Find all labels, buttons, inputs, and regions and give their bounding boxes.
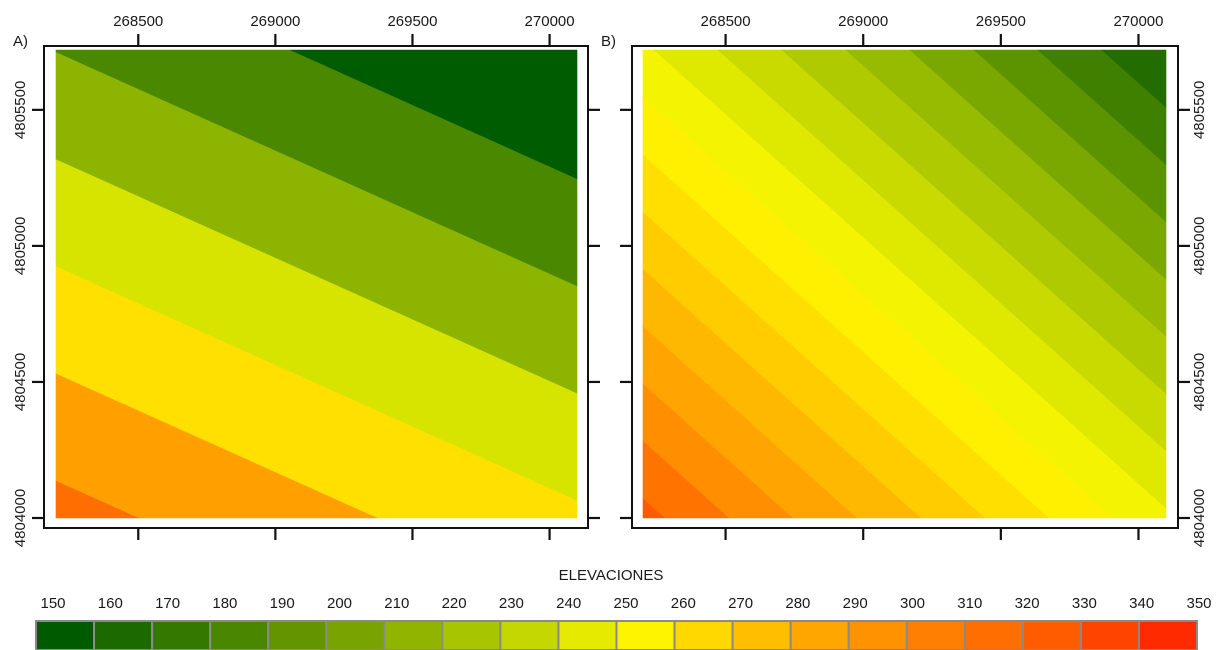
legend-tick-label: 250 — [613, 595, 638, 612]
y-tick-label: 4805500 — [12, 81, 29, 139]
contour-band — [290, 49, 578, 180]
legend-tick-label: 240 — [556, 595, 581, 612]
x-tick-label: 270000 — [1113, 13, 1163, 30]
legend-swatch — [383, 620, 444, 650]
y-tick-label: 4804000 — [1191, 489, 1208, 547]
x-tick-label: 269000 — [838, 13, 888, 30]
legend-swatch — [963, 620, 1024, 650]
panel-label: B) — [601, 33, 616, 50]
legend-swatch — [673, 620, 734, 650]
legend-tick-label: 260 — [671, 595, 696, 612]
legend-tick-label: 350 — [1186, 595, 1211, 612]
legend-tick-label: 340 — [1129, 595, 1154, 612]
panel-frame — [43, 45, 589, 529]
legend-swatch — [557, 620, 618, 650]
legend-swatch — [499, 620, 560, 650]
legend-tick-label: 220 — [442, 595, 467, 612]
legend-tick-label: 200 — [327, 595, 352, 612]
legend-tick-label: 300 — [900, 595, 925, 612]
legend-tick-label: 320 — [1015, 595, 1040, 612]
y-tick-label: 4805000 — [1191, 217, 1208, 275]
legend-swatch — [847, 620, 908, 650]
legend-swatch — [1137, 620, 1198, 650]
legend-swatch — [731, 620, 792, 650]
panel-frame — [631, 45, 1179, 529]
x-tick-label: 269000 — [250, 13, 300, 30]
y-tick-label: 4805500 — [1191, 81, 1208, 139]
legend-tick-label: 180 — [212, 595, 237, 612]
panel-label: A) — [13, 33, 28, 50]
legend-swatch — [151, 620, 212, 650]
x-tick-label: 268500 — [113, 13, 163, 30]
legend-tick-label: 190 — [270, 595, 295, 612]
legend-tick-label: 170 — [155, 595, 180, 612]
legend-tick-label: 160 — [98, 595, 123, 612]
legend-tick-label: 330 — [1072, 595, 1097, 612]
legend-swatch — [209, 620, 270, 650]
contour-band — [1101, 49, 1167, 108]
contour-band — [55, 49, 578, 287]
legend-tick-label: 290 — [843, 595, 868, 612]
legend-tick-label: 280 — [785, 595, 810, 612]
legend-swatch — [325, 620, 386, 650]
legend-tick-label: 210 — [384, 595, 409, 612]
legend-title: ELEVACIONES — [559, 567, 664, 584]
x-tick-label: 268500 — [701, 13, 751, 30]
y-tick-label: 4804500 — [12, 353, 29, 411]
legend-tick-label: 310 — [957, 595, 982, 612]
x-tick-label: 269500 — [976, 13, 1026, 30]
y-tick-label: 4804000 — [12, 489, 29, 547]
legend-swatch — [905, 620, 966, 650]
y-tick-label: 4805000 — [12, 217, 29, 275]
x-tick-label: 270000 — [525, 13, 575, 30]
legend-tick-label: 270 — [728, 595, 753, 612]
x-tick-label: 269500 — [387, 13, 437, 30]
y-tick-label: 4804500 — [1191, 353, 1208, 411]
elevation-legend: ELEVACIONES 150 160 170 180 190 200 210 220 230 24… — [35, 567, 1212, 650]
legend-swatch — [35, 620, 96, 650]
legend-swatch — [615, 620, 676, 650]
legend-swatch — [267, 620, 328, 650]
legend-swatch — [789, 620, 850, 650]
legend-tick-label: 150 — [40, 595, 65, 612]
legend-swatch — [93, 620, 154, 650]
legend-swatch — [1021, 620, 1082, 650]
panel-b: B) 268500 269000 269500 270000 4804000 4804500… — [601, 13, 1208, 547]
legend-tick-label: 230 — [499, 595, 524, 612]
panel-a: A) 268500 269000 269500 270000 4804000 4804500… — [12, 13, 600, 547]
legend-swatch — [1079, 620, 1140, 650]
legend-swatch — [441, 620, 502, 650]
